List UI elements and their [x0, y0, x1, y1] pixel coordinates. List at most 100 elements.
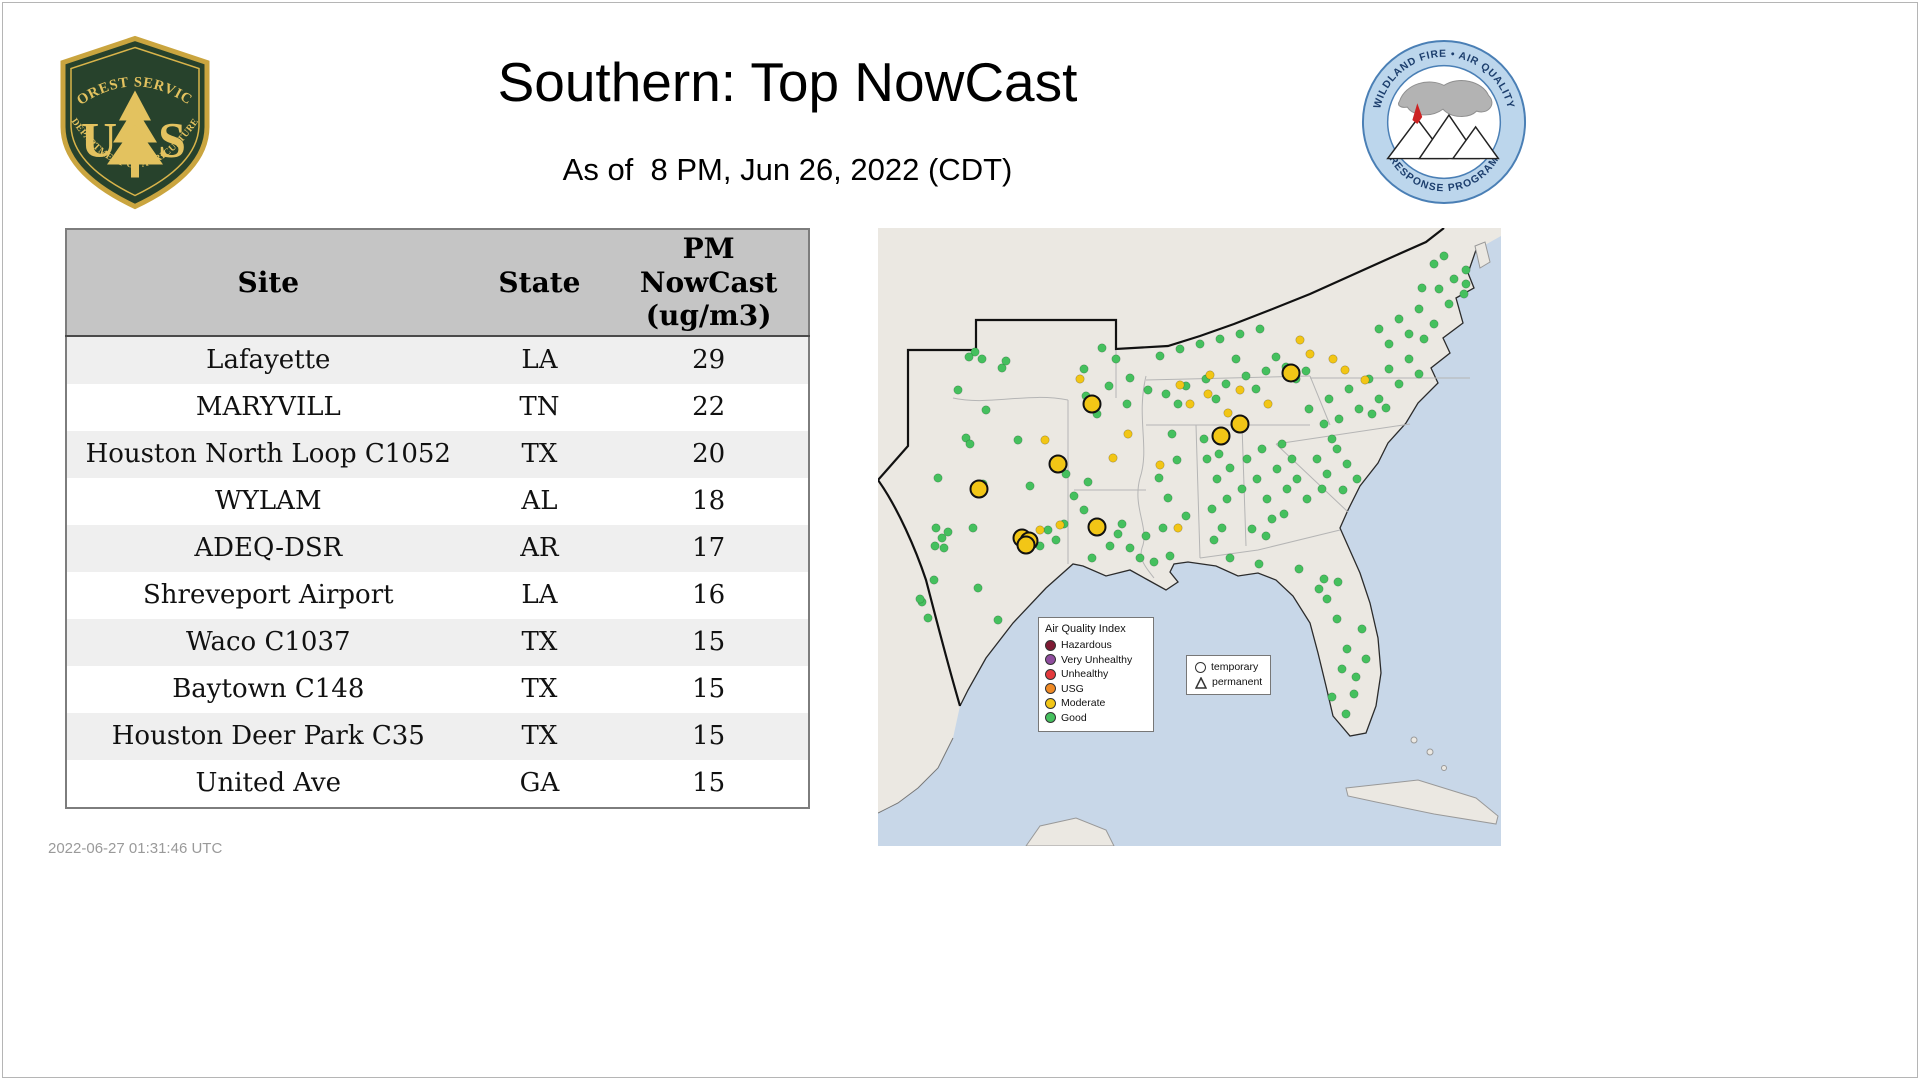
table-cell: TX — [521, 627, 558, 658]
table-row: MARYVILL TN 22 — [66, 383, 809, 431]
monitor-dot-good — [1302, 494, 1312, 504]
monitor-dot-good — [1087, 553, 1097, 563]
mexico-coastline — [878, 737, 954, 814]
monitor-dot-good — [1439, 251, 1449, 261]
monitor-dot-good — [1125, 373, 1135, 383]
monitor-dot-good — [1434, 284, 1444, 294]
monitor-dot-good — [1079, 364, 1089, 374]
monitor-dot-good — [1267, 514, 1277, 524]
monitor-dot-good — [937, 533, 947, 543]
monitor-dot-good — [1361, 654, 1371, 664]
table-row: Lafayette LA 29 — [66, 335, 809, 384]
table-cell: 16 — [692, 580, 726, 611]
monitor-dot-good — [1332, 614, 1342, 624]
monitor-dot-good — [1384, 339, 1394, 349]
table-row: Baytown C148 TX 15 — [66, 665, 809, 713]
monitor-dot-good — [1195, 339, 1205, 349]
monitor-dot-good — [1113, 529, 1123, 539]
monitor-dot-good — [1414, 369, 1424, 379]
top-site-marker — [969, 479, 989, 499]
aqi-color-swatch — [1045, 639, 1056, 651]
monitor-dot-moderate — [1075, 374, 1085, 384]
monitor-dot-good — [1334, 414, 1344, 424]
monitor-dot-good — [970, 347, 980, 357]
monitor-dot-good — [1351, 672, 1361, 682]
aqi-legend-item: Hazardous — [1045, 638, 1147, 653]
monitor-dot-good — [1282, 484, 1292, 494]
permanent-marker-label: permanent — [1212, 676, 1263, 688]
monitor-dot-good — [933, 473, 943, 483]
monitor-dot-good — [931, 523, 941, 533]
table-cell: Lafayette — [206, 345, 331, 376]
monitor-dot-good — [1333, 577, 1343, 587]
table-cell: MARYVILL — [195, 392, 341, 423]
monitor-dot-good — [1079, 505, 1089, 515]
table-cell: TX — [521, 439, 558, 470]
monitor-dot-good — [1255, 324, 1265, 334]
temporary-marker-label: temporary — [1211, 661, 1259, 673]
generated-timestamp: 2022-06-27 01:31:46 UTC — [48, 840, 223, 857]
table-cell: 22 — [692, 392, 726, 423]
monitor-dot-good — [1155, 351, 1165, 361]
monitor-dot-good — [1051, 535, 1061, 545]
monitor-dot-good — [1272, 464, 1282, 474]
monitor-dot-good — [1414, 304, 1424, 314]
smoke-icon — [1398, 80, 1493, 117]
monitor-dot-good — [1001, 356, 1011, 366]
monitor-dot-good — [1342, 459, 1352, 469]
monitor-dot-moderate — [1305, 349, 1315, 359]
permanent-marker-icon — [1195, 676, 1207, 689]
table-cell: Waco C1037 — [186, 627, 351, 658]
monitor-dot-good — [1261, 366, 1271, 376]
monitor-dot-good — [1221, 379, 1231, 389]
monitor-dot-good — [929, 575, 939, 585]
monitor-dot-good — [1209, 535, 1219, 545]
monitor-dot-good — [1125, 543, 1135, 553]
table-row: Shreveport Airport LA 16 — [66, 571, 809, 619]
aqi-legend-label: Hazardous — [1061, 639, 1112, 651]
monitor-dot-good — [1322, 469, 1332, 479]
monitor-dot-good — [1349, 689, 1359, 699]
good-monitor-dots — [915, 251, 1471, 719]
monitor-dot-good — [1449, 274, 1459, 284]
monitor-dot-good — [961, 433, 971, 443]
top-site-marker — [1087, 517, 1107, 537]
monitor-dot-moderate — [1223, 408, 1233, 418]
monitor-dot-good — [1304, 404, 1314, 414]
monitor-dot-good — [1404, 329, 1414, 339]
monitor-dot-good — [1261, 531, 1271, 541]
table-cell: Baytown C148 — [172, 674, 365, 705]
monitor-dot-moderate — [1295, 335, 1305, 345]
table-cell: ADEQ-DSR — [194, 533, 343, 564]
table-row: ADEQ-DSR AR 17 — [66, 524, 809, 572]
monitor-dot-good — [1061, 469, 1071, 479]
monitor-dot-good — [1429, 319, 1439, 329]
top-site-marker — [1211, 426, 1231, 446]
moderate-monitor-dots — [1035, 335, 1370, 535]
monitor-dot-good — [1175, 344, 1185, 354]
monitor-dot-good — [1374, 324, 1384, 334]
monitor-dot-good — [1135, 553, 1145, 563]
monitor-dot-good — [1327, 692, 1337, 702]
monitor-dot-good — [1417, 283, 1427, 293]
monitor-dot-good — [1319, 574, 1329, 584]
table-cell: TN — [519, 392, 560, 423]
monitor-dot-good — [1225, 463, 1235, 473]
monitor-dot-good — [997, 363, 1007, 373]
aqi-color-swatch — [1045, 712, 1056, 724]
monitor-dot-moderate — [1203, 389, 1213, 399]
monitor-dot-good — [1212, 474, 1222, 484]
nowcast-table-body: Lafayette LA 29 MARYVILL TN 22 Houston North L… — [66, 335, 809, 808]
monitor-dot-moderate — [1123, 429, 1133, 439]
monitor-dot-good — [1444, 299, 1454, 309]
monitor-dot-moderate — [1108, 453, 1118, 463]
monitor-dot-moderate — [1055, 520, 1065, 530]
table-row: Houston Deer Park C35 TX 15 — [66, 712, 809, 760]
mountains-icon — [1386, 113, 1500, 160]
monitor-dot-moderate — [1175, 380, 1185, 390]
table-cell: AR — [520, 533, 559, 564]
monitor-dot-good — [1394, 379, 1404, 389]
aqi-legend-item: Moderate — [1045, 696, 1147, 711]
marker-legend-row-permanent: permanent — [1195, 675, 1262, 690]
monitor-dot-good — [1404, 354, 1414, 364]
